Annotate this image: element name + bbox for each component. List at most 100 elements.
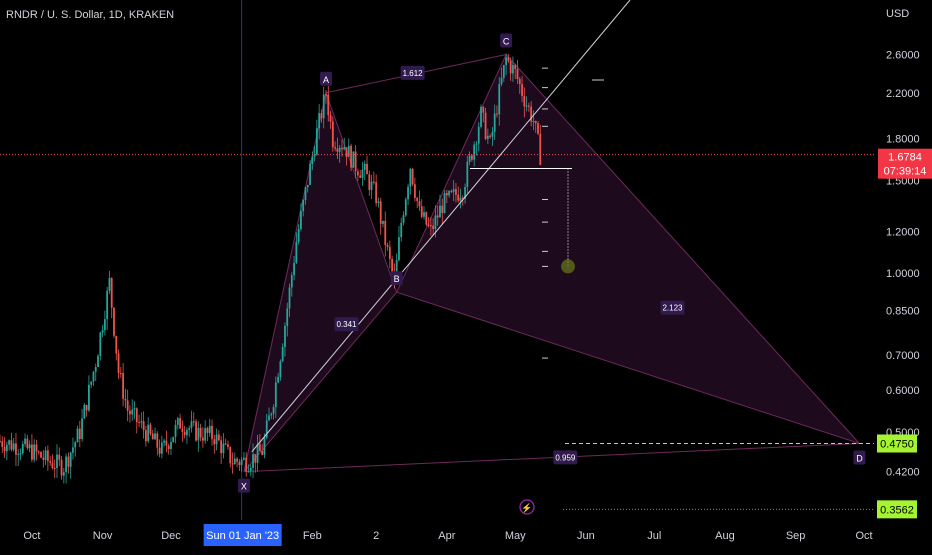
candle-body <box>443 193 446 213</box>
candle-body <box>486 135 489 139</box>
candle-body <box>113 307 115 336</box>
time-label: May <box>505 530 526 542</box>
candle-body <box>131 409 134 415</box>
candle-body <box>144 430 147 442</box>
candle-body <box>414 184 416 198</box>
candle-body <box>135 408 138 423</box>
candle-body <box>441 205 444 213</box>
candle-body <box>183 431 186 436</box>
candle-body <box>482 107 485 113</box>
candle-body <box>391 258 394 273</box>
time-label: Dec <box>161 530 181 542</box>
drawing-overlays[interactable]: ⚡ <box>0 0 874 515</box>
candle-body <box>407 186 409 200</box>
point-label-bg <box>319 71 332 86</box>
candle-body <box>379 201 382 224</box>
candle-body <box>46 450 49 462</box>
symbol-title[interactable]: RNDR / U. S. Dollar, 1D, KRAKEN <box>6 9 175 21</box>
ratio-label-bg <box>553 450 578 465</box>
price-axis[interactable]: 2.6000 2.2000 1.8000 1.5000 1.2000 1.0000 0.85… <box>874 0 932 520</box>
candle-body <box>51 462 54 468</box>
candle-body <box>165 440 168 446</box>
candle-body <box>149 424 152 434</box>
harmonic-pattern[interactable] <box>243 53 862 473</box>
candle-body <box>439 205 441 218</box>
pattern-labels: X A B C D 1.612 0.341 2.123 0.959 <box>237 33 866 493</box>
price-tick-label: 0.5000 <box>886 427 920 439</box>
candle-body <box>386 245 389 247</box>
candle-body <box>534 120 537 124</box>
candle-body <box>320 113 323 119</box>
price-tick-label: 1.2000 <box>886 226 920 238</box>
candle-body <box>101 330 104 333</box>
candle-body <box>74 442 77 448</box>
candle-body <box>258 444 261 452</box>
candle-body <box>231 463 234 465</box>
candle-body <box>489 135 492 137</box>
ratio-label-bg <box>334 317 359 332</box>
candle-body <box>525 105 528 107</box>
candle-body <box>359 175 362 178</box>
candle-body <box>418 201 421 207</box>
candle-body <box>290 275 293 288</box>
ratio-label-bg <box>660 300 685 315</box>
candle-body <box>475 143 478 145</box>
candle-body <box>85 404 88 411</box>
point-label-C: C <box>503 37 510 47</box>
candle-body <box>336 148 339 152</box>
lightning-icon-glyph: ⚡ <box>521 502 532 514</box>
candle-body <box>425 212 428 225</box>
candle-body <box>240 459 243 465</box>
candle-body <box>158 447 161 454</box>
candle-body <box>507 57 510 62</box>
point-label-bg <box>853 450 866 465</box>
candle-body <box>252 454 254 468</box>
candle-body <box>201 437 204 441</box>
candle-body <box>445 193 448 196</box>
price-tick-label: 2.6000 <box>886 50 920 62</box>
candle-body <box>103 319 106 331</box>
candle-body <box>1 441 4 448</box>
candle-body <box>363 163 366 170</box>
candle-body <box>370 181 373 190</box>
candle-body <box>400 222 403 238</box>
candle-body <box>28 444 31 449</box>
candle-body <box>375 182 378 203</box>
candle-body <box>233 458 236 465</box>
point-label-bg <box>390 271 403 286</box>
candle-body <box>532 120 535 122</box>
candle-body <box>306 184 309 188</box>
price-tick-label: 1.8000 <box>886 134 920 146</box>
candle-body <box>261 451 264 455</box>
candle-body <box>76 428 79 443</box>
candle-body <box>224 443 227 445</box>
candle-body <box>382 220 384 224</box>
candle-body <box>518 79 521 85</box>
time-label: 2 <box>373 530 379 542</box>
candle-body <box>227 444 229 447</box>
candle-body <box>521 84 523 97</box>
candle-body <box>115 335 118 354</box>
candle-body <box>300 211 302 230</box>
candle-body <box>195 421 197 441</box>
time-label: Oct <box>23 530 40 542</box>
candle-body <box>498 84 501 115</box>
candle-body <box>37 451 40 453</box>
time-axis[interactable]: Oct Nov Dec Sun 01 Jan '23 Feb 2 Apr May Jun Jul A… <box>0 520 874 550</box>
candle-body <box>265 420 268 438</box>
candle-body <box>188 428 191 430</box>
candle-body <box>539 133 542 165</box>
candle-body <box>206 428 209 433</box>
candle-body <box>388 246 391 259</box>
candle-body <box>286 308 289 327</box>
time-label: Feb <box>303 530 322 542</box>
candle-body <box>167 445 170 450</box>
candle-body <box>106 290 109 320</box>
ratio-label: 1.612 <box>403 69 424 78</box>
pattern-triangle-bcd <box>395 53 862 445</box>
candle-body <box>110 278 113 308</box>
candle-body <box>19 453 22 455</box>
candle-body <box>186 429 188 436</box>
